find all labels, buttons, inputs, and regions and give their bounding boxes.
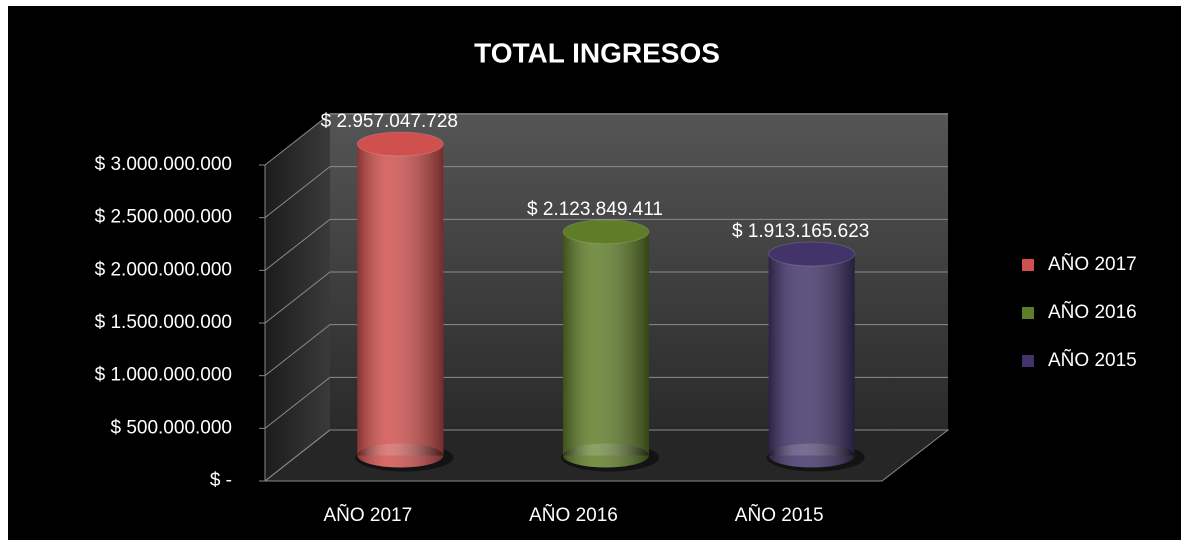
x-tick-label: AÑO 2015 [735, 504, 824, 526]
grid-line [264, 324, 948, 377]
x-tick-label: AÑO 2017 [323, 504, 412, 526]
legend-label: AÑO 2017 [1048, 253, 1137, 275]
legend-label: AÑO 2015 [1048, 349, 1137, 371]
plot: $ - $ 500.000.000 $ 1.000.000.000 $ 1.500.0… [95, 111, 1137, 526]
grid-line [264, 166, 948, 219]
data-label: $ 2.123.849.411 [527, 199, 663, 220]
bar-top [562, 219, 650, 245]
bar-shading [563, 231, 649, 456]
bar-base-shading [563, 443, 649, 468]
grid-line [264, 271, 948, 324]
legend-swatch [1022, 355, 1034, 367]
y-tick-label: $ - [210, 470, 232, 491]
grid-line [264, 113, 948, 166]
bar-base-shading [768, 443, 855, 468]
y-tick-label: $ 2.500.000.000 [95, 207, 232, 228]
bar-base-shading [357, 443, 444, 468]
grid-line [264, 376, 948, 429]
bar-top [356, 131, 444, 157]
chart-title: TOTAL INGRESOS [474, 37, 720, 68]
data-label: $ 1.913.165.623 [732, 221, 869, 242]
grid-line [264, 218, 948, 271]
x-tick-label: AÑO 2016 [529, 504, 618, 526]
y-tick-label: $ 500.000.000 [110, 417, 232, 438]
y-tick-label: $ 1.500.000.000 [95, 312, 232, 333]
y-tick-label: $ 2.000.000.000 [95, 259, 232, 280]
bar-shading [357, 144, 444, 456]
bar-top [768, 241, 856, 267]
data-label: $ 2.957.047.728 [321, 111, 458, 132]
legend-swatch [1022, 259, 1034, 271]
grid-line [264, 429, 948, 482]
y-tick-label: $ 3.000.000.000 [95, 154, 232, 175]
legend-label: AÑO 2016 [1048, 301, 1137, 323]
y-tick-label: $ 1.000.000.000 [95, 365, 232, 386]
bar-shading [768, 253, 855, 456]
legend-swatch [1022, 307, 1034, 319]
